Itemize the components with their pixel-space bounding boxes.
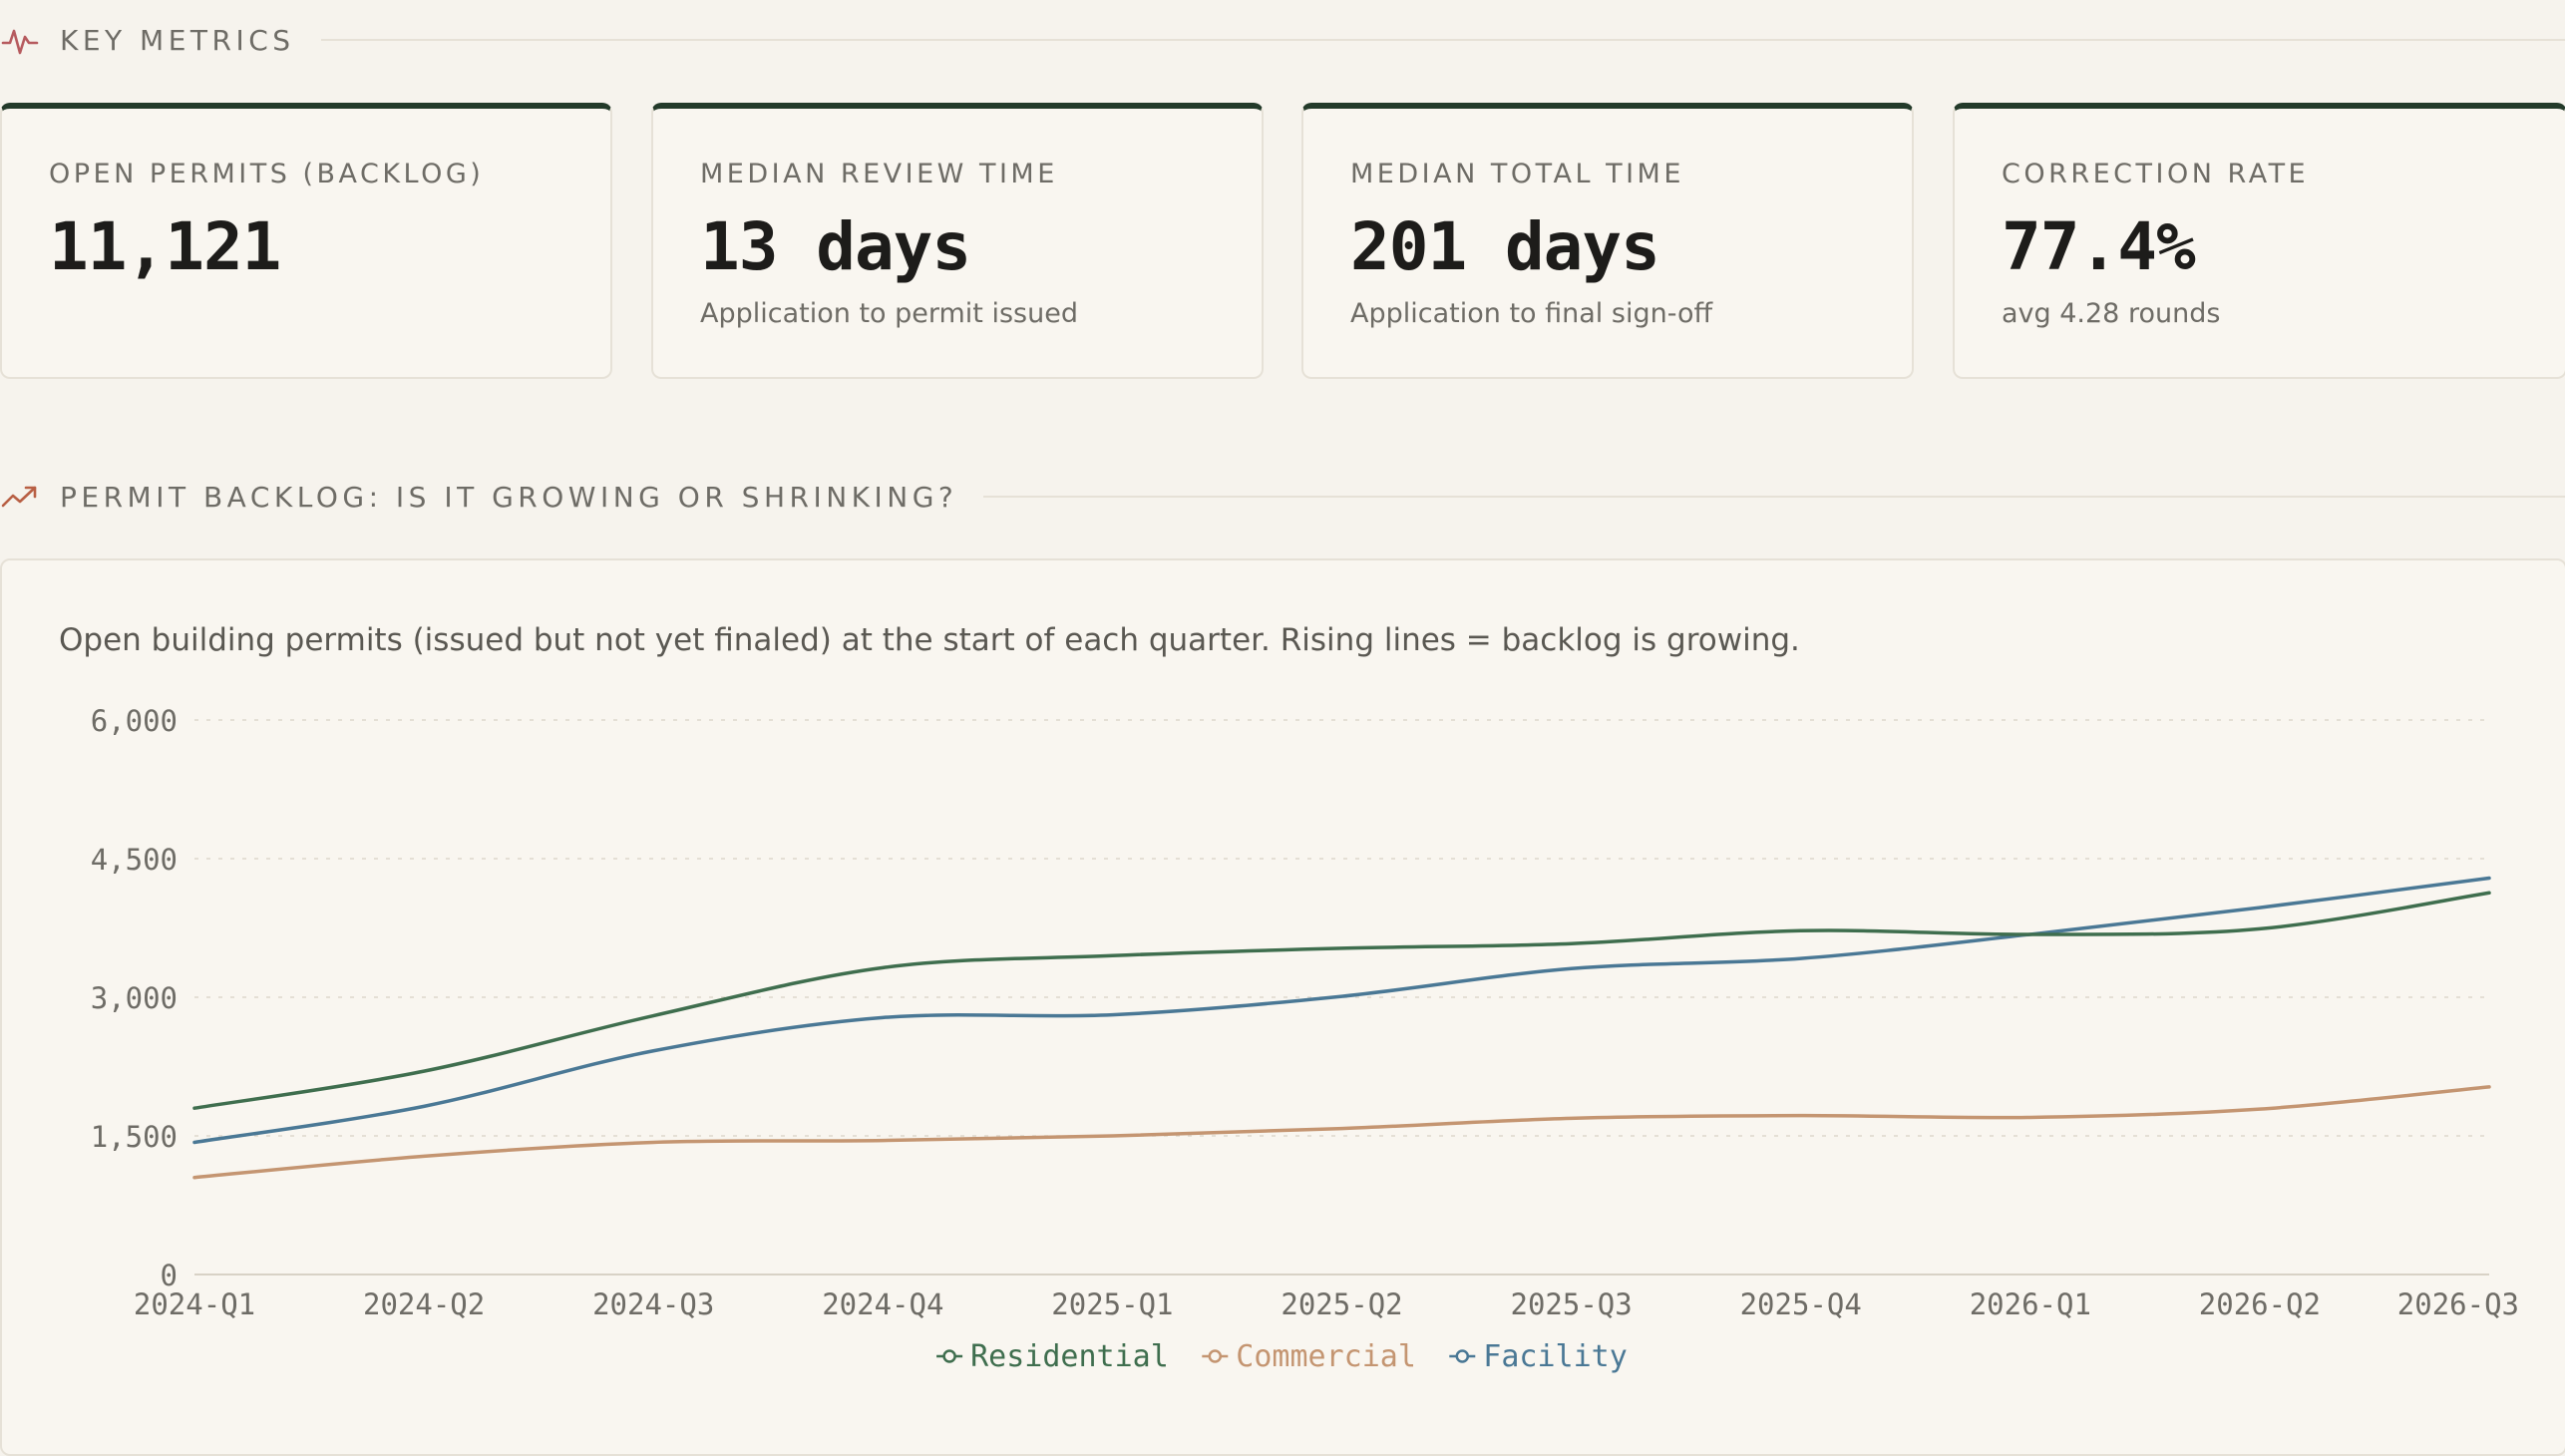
section-divider [983,496,2565,498]
legend-item-commercial[interactable]: Commercial [1202,1339,1416,1374]
pulse-icon [0,20,40,60]
trending-up-icon [0,477,40,517]
series-line-residential [192,891,2491,1110]
metric-title: OPEN PERMITS (BACKLOG) [49,159,485,189]
metric-value: 13 days [700,208,971,285]
backlog-header: PERMIT BACKLOG: IS IT GROWING OR SHRINKI… [0,477,2565,517]
x-tick-label: 2025-Q1 [1051,1287,1173,1321]
metric-title: CORRECTION RATE [2002,159,2310,189]
x-tick-label: 2025-Q2 [1281,1287,1402,1321]
x-tick-label: 2024-Q4 [822,1287,943,1321]
metric-value: 11,121 [49,208,281,285]
x-tick-label: 2024-Q2 [363,1287,485,1321]
y-tick-label: 3,000 [91,981,178,1015]
key-metrics-header: KEY METRICS [0,20,2565,60]
legend-label: Commercial [1236,1339,1416,1374]
metric-title: MEDIAN REVIEW TIME [700,159,1058,189]
metric-card-median-total: MEDIAN TOTAL TIME 201 days Application t… [1301,103,1914,379]
y-tick-label: 6,000 [91,704,178,738]
section-divider [320,39,2565,41]
metric-card-median-review: MEDIAN REVIEW TIME 13 days Application t… [651,103,1264,379]
metric-card-correction-rate: CORRECTION RATE 77.4% avg 4.28 rounds [1953,103,2565,379]
x-tick-label: 2025-Q3 [1510,1287,1632,1321]
legend-label: Facility [1483,1339,1628,1374]
x-tick-label: 2024-Q3 [592,1287,714,1321]
y-tick-label: 0 [161,1259,178,1292]
metric-title: MEDIAN TOTAL TIME [1350,159,1684,189]
chart-description: Open building permits (issued but not ye… [59,622,1800,658]
legend-label: Residential [970,1339,1169,1374]
key-metrics-title: KEY METRICS [60,23,295,57]
x-tick-label: 2026-Q3 [2397,1287,2519,1321]
x-tick-label: 2024-Q1 [134,1287,255,1321]
backlog-title: PERMIT BACKLOG: IS IT GROWING OR SHRINKI… [60,480,958,514]
x-tick-label: 2025-Q4 [1740,1287,1862,1321]
metric-value: 201 days [1350,208,1660,285]
metric-subtitle: Application to permit issued [700,298,1078,329]
series-line-commercial [192,1085,2491,1180]
metric-subtitle: avg 4.28 rounds [2002,298,2221,329]
metric-subtitle: Application to final sign-off [1350,298,1713,329]
legend-item-residential[interactable]: Residential [936,1339,1169,1374]
y-tick-label: 1,500 [91,1120,178,1154]
x-tick-label: 2026-Q2 [2199,1287,2321,1321]
metric-card-open-permits: OPEN PERMITS (BACKLOG) 11,121 [0,103,612,379]
x-tick-label: 2026-Q1 [1970,1287,2091,1321]
series-line-facility [192,876,2491,1145]
metric-value: 77.4% [2002,208,2196,285]
legend-item-facility[interactable]: Facility [1449,1339,1628,1374]
backlog-chart-panel: Open building permits (issued but not ye… [0,558,2565,1456]
y-tick-label: 4,500 [91,843,178,877]
backlog-line-chart: 0 1,500 3,000 4,500 6,000 2024-Q1 2024-Q2 2024-… [91,704,2519,1374]
